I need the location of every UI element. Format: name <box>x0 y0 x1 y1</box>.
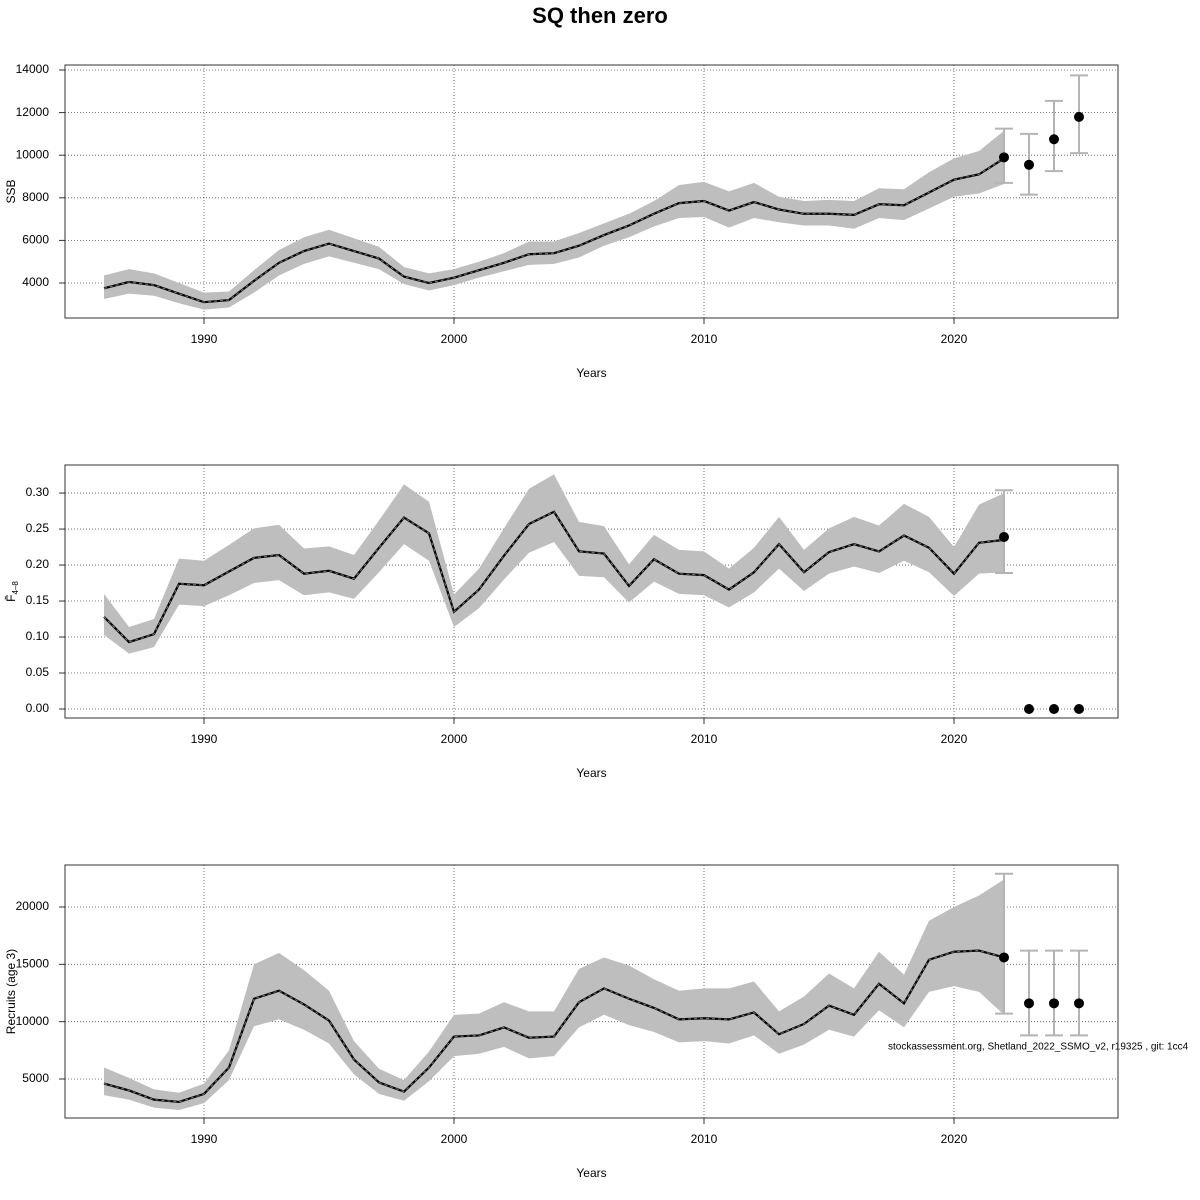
estimate-line-dash <box>103 950 1005 1103</box>
plot-frame <box>64 64 1119 319</box>
x-tick-label: 2020 <box>941 1132 968 1146</box>
x-tick-label: 2020 <box>941 732 968 746</box>
forecast-point <box>1049 134 1059 145</box>
y-tick-label: 0.20 <box>26 557 50 571</box>
y-tick-label: 10000 <box>16 1014 50 1028</box>
forecast-point <box>1074 704 1084 715</box>
y-axis-label-main: SSB <box>4 179 18 203</box>
y-tick-label: 14000 <box>16 62 50 76</box>
x-tick-label: 2010 <box>691 1132 718 1146</box>
y-tick-label: 15000 <box>16 957 50 971</box>
forecast-point <box>1074 998 1084 1009</box>
x-axis-label: Years <box>576 766 606 780</box>
forecast-point <box>1074 111 1084 122</box>
x-tick-label: 1990 <box>191 332 218 346</box>
x-tick-label: 2010 <box>691 332 718 346</box>
plot-frame <box>64 464 1119 719</box>
y-axis-label: Recruits (age 3) <box>4 949 18 1034</box>
estimate-line-dash <box>103 511 1005 643</box>
y-tick-label: 0.05 <box>26 665 50 679</box>
y-tick-label: 4000 <box>22 275 49 289</box>
confidence-band <box>104 879 1004 1110</box>
x-tick-label: 2000 <box>441 1132 468 1146</box>
forecast-point <box>1024 159 1034 170</box>
x-tick-label: 2010 <box>691 732 718 746</box>
x-axis-label: Years <box>576 366 606 380</box>
y-tick-label: 20000 <box>16 899 50 913</box>
y-tick-label: 12000 <box>16 105 50 119</box>
y-axis-label-main: F̄ <box>4 595 18 602</box>
y-axis-label: SSB <box>4 179 18 203</box>
x-axis-label: Years <box>576 1166 606 1180</box>
forecast-point <box>1049 998 1059 1009</box>
y-tick-label: 6000 <box>22 233 49 247</box>
y-tick-label: 5000 <box>22 1071 49 1085</box>
y-tick-label: 0.00 <box>26 701 50 715</box>
forecast-point <box>999 952 1009 963</box>
x-tick-label: 2020 <box>941 332 968 346</box>
y-tick-label: 0.25 <box>26 521 50 535</box>
forecast-point <box>1049 704 1059 715</box>
y-tick-label: 8000 <box>22 190 49 204</box>
y-tick-label: 0.30 <box>26 485 50 499</box>
forecast-point <box>999 152 1009 163</box>
y-tick-label: 10000 <box>16 147 50 161</box>
estimate-line-dash <box>103 157 1005 303</box>
y-axis-label-main: Recruits (age 3) <box>4 949 18 1034</box>
forecast-point <box>1024 704 1034 715</box>
x-tick-label: 2000 <box>441 732 468 746</box>
forecast-point <box>1024 998 1034 1009</box>
y-tick-label: 0.10 <box>26 629 50 643</box>
figure-title: SQ then zero <box>532 3 668 28</box>
x-tick-label: 1990 <box>191 1132 218 1146</box>
forecast-point <box>999 531 1009 542</box>
confidence-band <box>104 130 1004 310</box>
x-tick-label: 2000 <box>441 332 468 346</box>
confidence-band <box>104 474 1004 654</box>
x-tick-label: 1990 <box>191 732 218 746</box>
estimate-line <box>103 157 1005 304</box>
y-tick-label: 0.15 <box>26 593 50 607</box>
y-axis-label: F̄4–8 <box>4 581 20 602</box>
y-axis-label-subscript: 4–8 <box>11 581 20 595</box>
footer-note: stockassessment.org, Shetland_2022_SSMO_… <box>888 1042 1189 1053</box>
plot-frame <box>64 864 1119 1119</box>
